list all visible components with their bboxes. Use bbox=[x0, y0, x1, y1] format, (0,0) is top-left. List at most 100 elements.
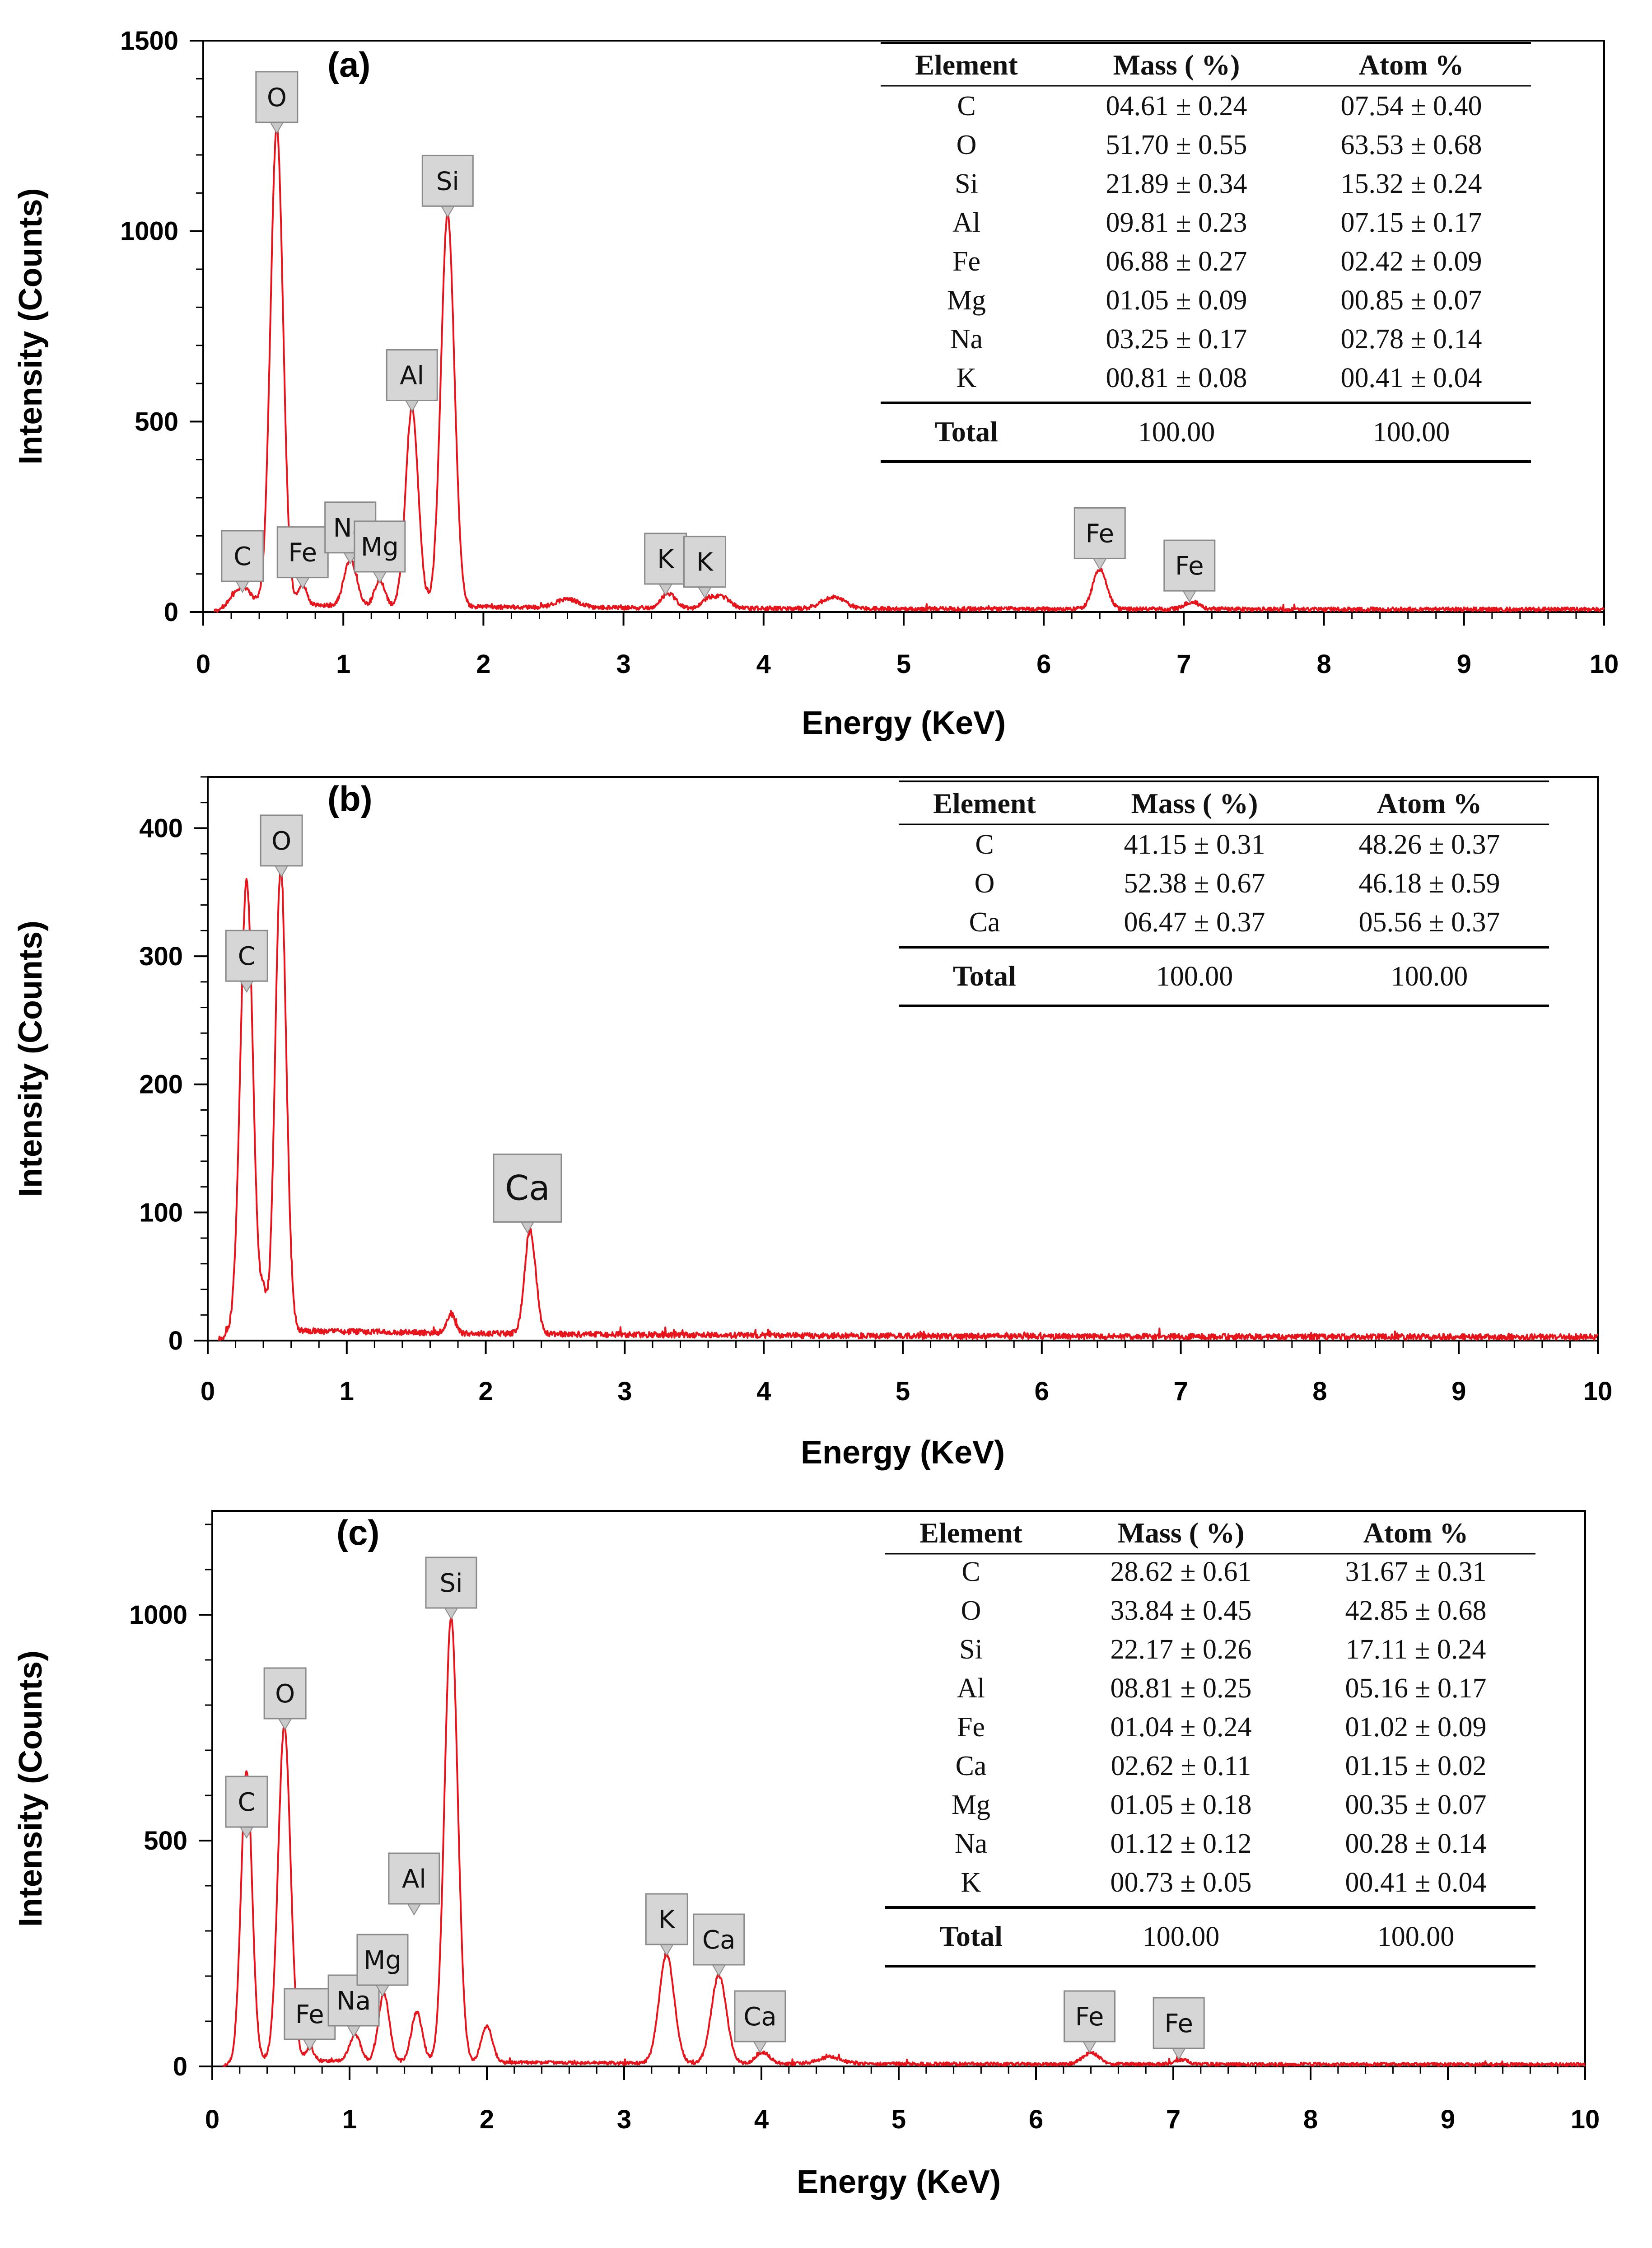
table-cell: K bbox=[961, 1867, 981, 1898]
table-header: Mass ( %) bbox=[1118, 1517, 1245, 1549]
table-cell: Na bbox=[955, 1828, 987, 1859]
x-tick-label: 0 bbox=[196, 650, 210, 679]
table-cell: 22.17 ± 0.26 bbox=[1110, 1634, 1251, 1665]
y-tick-label: 100 bbox=[139, 1198, 183, 1227]
peak-label-mg: Mg bbox=[354, 520, 406, 584]
peak-label-pointer bbox=[1171, 2048, 1186, 2060]
table-cell: Al bbox=[957, 1673, 985, 1704]
peak-label-box bbox=[425, 1556, 477, 1609]
table-header: Element bbox=[915, 49, 1018, 81]
peak-label-c: C bbox=[225, 1776, 268, 1839]
peak-label-fe: Fe bbox=[1064, 1990, 1116, 2053]
peak-label-box bbox=[734, 1990, 786, 2042]
table-cell: 02.42 ± 0.09 bbox=[1340, 246, 1482, 277]
composition-table: Element Mass ( %) Atom % C 41.15 ± 0.31 48.26… bbox=[899, 780, 1549, 1007]
peak-label-pointer bbox=[373, 571, 387, 584]
table-cell: O bbox=[961, 1595, 981, 1626]
x-tick-label: 7 bbox=[1166, 2105, 1181, 2134]
peak-label-fe: Fe bbox=[1073, 507, 1126, 570]
peak-label-box bbox=[644, 533, 687, 585]
panel-a: 0 1 2 3 4 5 6 7 8 9 10 0 500 1000 1500 Energy (KeV) Inte… bbox=[13, 26, 1619, 741]
table-total-cell: 100.00 bbox=[1143, 1921, 1220, 1952]
peak-label-text: Fe bbox=[1085, 519, 1114, 548]
table-cell: Fe bbox=[952, 246, 980, 277]
peak-label-text: K bbox=[657, 545, 674, 574]
peak-label-pointer bbox=[407, 1903, 421, 1916]
table-cell: 05.16 ± 0.17 bbox=[1345, 1673, 1486, 1704]
table-cell: 51.70 ± 0.55 bbox=[1106, 130, 1247, 160]
peak-label-box bbox=[225, 930, 268, 982]
table-cell: 00.41 ± 0.04 bbox=[1345, 1867, 1486, 1898]
table-cell: 46.18 ± 0.59 bbox=[1358, 868, 1500, 899]
plot-frame bbox=[211, 1510, 1586, 2067]
spectrum-line bbox=[218, 866, 1599, 1341]
peak-label-box bbox=[225, 1776, 268, 1828]
peak-label-text: Fe bbox=[1075, 2002, 1104, 2032]
x-tick-label: 8 bbox=[1316, 650, 1331, 679]
peak-label-fe: Fe bbox=[1163, 539, 1216, 603]
table-total-cell: Total bbox=[939, 1920, 1003, 1952]
peak-label-text: K bbox=[696, 548, 714, 577]
table-cell: Al bbox=[952, 207, 980, 238]
table-total-cell: 100.00 bbox=[1373, 417, 1450, 448]
peak-label-fe: Fe bbox=[284, 1988, 336, 2051]
table-cell: 01.05 ± 0.18 bbox=[1110, 1790, 1251, 1820]
x-tick-label: 4 bbox=[754, 2105, 769, 2134]
peak-label-mg: Mg bbox=[356, 1934, 409, 1997]
x-tick-label: 6 bbox=[1029, 2105, 1043, 2134]
x-tick-label: 10 bbox=[1571, 2105, 1600, 2134]
table-header: Element bbox=[933, 787, 1036, 819]
peak-label-pointer bbox=[295, 577, 310, 589]
peak-label-fe: Fe bbox=[1153, 1997, 1205, 2060]
peak-label-box bbox=[354, 520, 406, 573]
table-cell: 63.53 ± 0.68 bbox=[1340, 130, 1482, 160]
peak-label-text: Si bbox=[439, 1569, 462, 1598]
peak-label-text: Al bbox=[402, 1865, 426, 1894]
peak-label-box bbox=[221, 530, 264, 582]
table-cell: 00.35 ± 0.07 bbox=[1345, 1790, 1486, 1820]
table-cell: Si bbox=[959, 1634, 983, 1665]
table-cell: 31.67 ± 0.31 bbox=[1345, 1556, 1486, 1587]
y-tick-label: 1500 bbox=[120, 26, 178, 56]
peak-label-pointer bbox=[659, 1944, 674, 1956]
peak-label-text: Mg bbox=[364, 1946, 401, 1975]
peak-label-o: O bbox=[255, 71, 299, 134]
x-tick-label: 3 bbox=[616, 650, 630, 679]
table-total-cell: 100.00 bbox=[1138, 417, 1215, 448]
peak-label-pointer bbox=[440, 206, 455, 218]
table-cell: 00.41 ± 0.04 bbox=[1340, 363, 1482, 393]
x-tick-label: 2 bbox=[478, 1377, 493, 1406]
x-tick-label: 5 bbox=[891, 2105, 906, 2134]
peak-label-pointer bbox=[1092, 558, 1107, 570]
x-axis-title: Energy (KeV) bbox=[797, 2164, 1001, 2200]
y-tick-label: 1000 bbox=[129, 1600, 187, 1630]
table-cell: 28.62 ± 0.61 bbox=[1110, 1556, 1251, 1587]
y-tick-label: 300 bbox=[139, 942, 183, 971]
table-cell: 42.85 ± 0.68 bbox=[1345, 1595, 1486, 1626]
peak-label-pointer bbox=[303, 2039, 317, 2051]
peak-label-box bbox=[645, 1893, 688, 1945]
plot-frame bbox=[207, 776, 1599, 1341]
x-tick-label: 6 bbox=[1035, 1377, 1049, 1406]
table-cell: 00.81 ± 0.08 bbox=[1106, 363, 1247, 393]
table-cell: 00.73 ± 0.05 bbox=[1110, 1867, 1251, 1898]
x-tick-label: 8 bbox=[1303, 2105, 1318, 2134]
table-cell: Si bbox=[955, 168, 978, 199]
table-cell: Mg bbox=[952, 1790, 990, 1820]
peak-label-si: Si bbox=[425, 1556, 477, 1620]
spectrum-line bbox=[222, 1617, 1586, 2067]
table-cell: Ca bbox=[969, 907, 1000, 938]
table-header: Atom % bbox=[1377, 787, 1482, 819]
peak-label-pointer bbox=[346, 2025, 361, 2038]
peak-label-text: K bbox=[658, 1905, 676, 1935]
table-cell: K bbox=[957, 363, 977, 393]
table-total-cell: Total bbox=[953, 960, 1016, 992]
peak-label-text: C bbox=[238, 942, 256, 971]
peak-label-k: K bbox=[645, 1893, 688, 1956]
x-tick-label: 9 bbox=[1457, 650, 1471, 679]
table-cell: 01.05 ± 0.09 bbox=[1106, 285, 1247, 316]
y-tick-label: 500 bbox=[144, 1826, 187, 1855]
y-axis-title: Intensity (Counts) bbox=[13, 1650, 49, 1927]
peak-label-text: Ca bbox=[743, 2002, 776, 2032]
